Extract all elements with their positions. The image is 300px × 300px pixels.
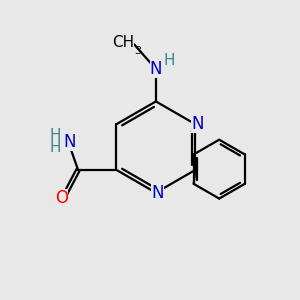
Text: N: N: [152, 184, 164, 202]
Text: 3: 3: [134, 46, 141, 56]
Text: N: N: [191, 115, 203, 133]
Text: H: H: [50, 140, 61, 155]
Text: CH: CH: [112, 35, 134, 50]
Text: N: N: [63, 133, 76, 151]
Text: N: N: [150, 60, 162, 78]
Text: H: H: [164, 53, 175, 68]
Text: H: H: [50, 128, 61, 143]
Text: O: O: [55, 189, 68, 207]
